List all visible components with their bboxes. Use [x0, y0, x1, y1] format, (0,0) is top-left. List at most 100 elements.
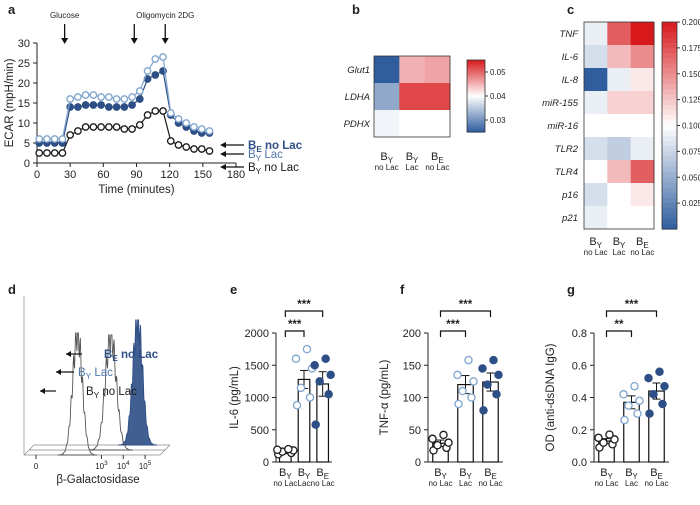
series-point: [81, 123, 90, 131]
data-point: [644, 373, 653, 383]
colorbar-label: 0.125: [682, 96, 700, 105]
colorbar-step: [467, 130, 485, 133]
series-point: [174, 141, 183, 149]
series-point: [190, 145, 198, 153]
heat-cell: [630, 183, 655, 207]
colorbar-step: [662, 104, 677, 111]
colorbar-label: 0.03: [490, 116, 506, 125]
data-point: [433, 440, 442, 450]
heat-cell: [607, 68, 632, 92]
colorbar-step: [662, 223, 677, 230]
x-tick-label: 0: [34, 169, 40, 181]
depth-edge-left: [23, 444, 35, 456]
data-point: [658, 399, 667, 409]
colorbar-step: [467, 81, 485, 84]
gene-label: TNF: [560, 29, 580, 40]
heat-cell: [584, 45, 608, 69]
legend-label-1: BY Lac: [78, 367, 113, 381]
colorbar-step: [662, 192, 677, 199]
legend-arrow-head: [220, 151, 226, 157]
colorbar-step: [662, 208, 677, 215]
colorbar-step: [467, 115, 485, 119]
colorbar-step: [467, 63, 485, 66]
x-tick-label: 90: [130, 169, 142, 181]
series-point: [166, 109, 175, 117]
colorbar-step: [467, 70, 485, 74]
gene-label: TLR2: [555, 144, 579, 155]
treatment-label: Glucose: [50, 11, 80, 20]
colorbar-label: 0.175: [682, 44, 700, 53]
colorbar-step: [662, 42, 677, 49]
gene-label: TLR4: [555, 167, 578, 178]
data-point: [458, 386, 467, 396]
series-point: [74, 103, 82, 111]
heat-cell: [584, 68, 608, 92]
series-point: [182, 119, 191, 127]
series-point: [97, 93, 105, 101]
data-point: [620, 415, 629, 425]
heat-cell: [374, 56, 400, 84]
series-point: [97, 123, 105, 131]
heat-cell: [584, 183, 608, 207]
gene-label: miR-16: [547, 121, 578, 132]
injection-arrow-head: [61, 38, 69, 44]
gene-label: miR-155: [542, 98, 579, 109]
colorbar-step: [662, 84, 677, 90]
data-point: [291, 354, 301, 364]
significance-label: ***: [625, 299, 639, 311]
y-tick-label: 10: [18, 118, 30, 130]
colorbar-step: [467, 90, 485, 93]
colorbar-label: 0.050: [682, 173, 700, 182]
heat-cell: [607, 91, 632, 115]
significance-bracket: [605, 310, 658, 317]
colorbar-step: [467, 69, 485, 72]
category-label-sub: Lac: [459, 479, 472, 488]
colorbar-step: [467, 103, 485, 106]
colorbar-step: [467, 106, 485, 110]
colorbar-step: [662, 47, 677, 54]
histogram-2: [57, 332, 98, 456]
y-tick-label: 15: [18, 98, 30, 110]
colorbar-step: [662, 94, 677, 101]
heat-cell: [607, 160, 632, 184]
y-axis-title: IL-6 (pg/mL): [229, 366, 241, 429]
colorbar-step: [662, 89, 677, 96]
colorbar-step: [662, 109, 677, 116]
gene-label: LDHA: [345, 92, 370, 103]
series-point: [128, 93, 136, 101]
series-point: [74, 93, 82, 101]
y-axis-title: TNF-α (pg/mL): [379, 360, 391, 436]
heat-cell: [630, 137, 655, 161]
series-point: [197, 145, 206, 153]
y-tick-label: 200: [403, 328, 421, 340]
colorbar-step: [467, 61, 485, 65]
series-point: [159, 53, 167, 61]
panel-a-ecar-line-chart: a 0 30 60 90 120 150 180 0 5 10 15 20 25 30 Time (minut…: [4, 2, 303, 196]
x-axis-title: β-Galactosidase: [56, 474, 139, 486]
series-point: [205, 147, 214, 155]
heat-cell: [584, 137, 608, 161]
colorbar-label: 0.200: [682, 18, 700, 27]
colorbar-step: [467, 88, 485, 92]
panel-letter-e: e: [230, 282, 237, 297]
colorbar-step: [662, 22, 677, 28]
category-label: BY: [279, 467, 292, 481]
series-point: [89, 101, 98, 109]
series-point: [128, 125, 136, 133]
series-point: [128, 101, 136, 109]
heat-cell: [630, 160, 655, 184]
colorbar-step: [662, 213, 677, 220]
colorbar-step: [467, 83, 485, 86]
y-tick-label: 0: [24, 158, 30, 170]
x-tick-label: 0: [34, 462, 39, 471]
gene-label: PDHX: [344, 119, 371, 130]
data-point: [605, 430, 614, 439]
heat-cell: [424, 56, 451, 84]
heat-cell: [607, 183, 632, 207]
heat-cell: [584, 206, 608, 230]
depth-edge-right: [159, 444, 171, 456]
y-tick-label: 0.2: [572, 425, 587, 437]
